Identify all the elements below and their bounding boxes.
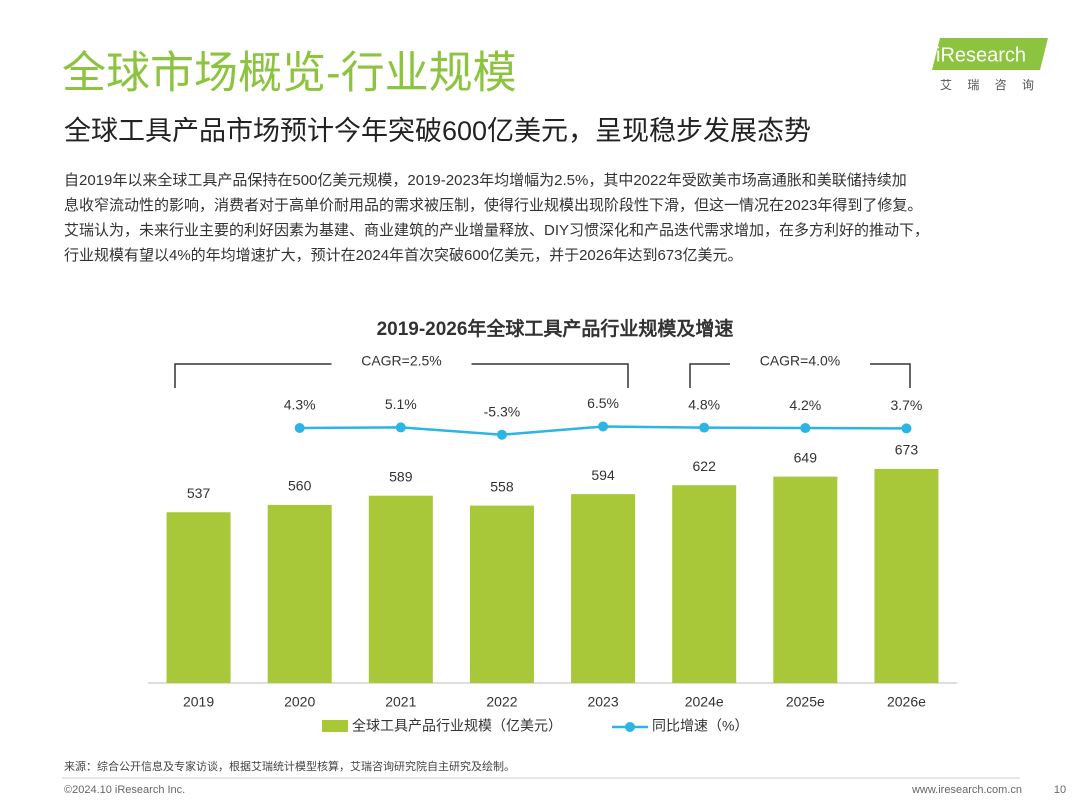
growth-point <box>395 422 406 433</box>
source: 来源：综合公开信息及专家访谈，根据艾瑞统计模型核算，艾瑞咨询研究院自主研究及绘制… <box>64 759 515 773</box>
bar <box>874 469 939 683</box>
cagr-label: CAGR=2.5% <box>361 353 442 369</box>
body-line: 自2019年以来全球工具产品保持在500亿美元规模，2019-2023年均增幅为… <box>64 171 907 189</box>
growth-label: 6.5% <box>587 395 619 411</box>
x-tick-label: 2026e <box>887 694 926 710</box>
bar-label: 673 <box>895 442 919 458</box>
growth-label: -5.3% <box>484 403 521 419</box>
growth-point <box>294 422 305 433</box>
legend-label: 同比增速（%） <box>652 718 748 734</box>
growth-label: 4.3% <box>284 397 316 413</box>
bar-label: 537 <box>187 485 211 501</box>
growth-point <box>800 423 811 434</box>
body-line: 艾瑞认为，未来行业主要的利好因素为基建、商业建筑的产业增量释放、DIY习惯深化和… <box>64 222 929 239</box>
x-tick-label: 2021 <box>385 694 416 710</box>
bar <box>368 495 433 683</box>
x-tick-label: 2020 <box>284 694 315 710</box>
legend-swatch <box>322 720 348 732</box>
cagr-bracket <box>689 363 911 388</box>
x-tick-label: 2024e <box>685 694 724 710</box>
bar <box>672 485 737 683</box>
x-tick-label: 2019 <box>183 694 214 710</box>
bar <box>571 494 636 683</box>
bar <box>267 504 332 683</box>
title: 全球市场概览-行业规模 <box>62 49 517 98</box>
x-tick-label: 2025e <box>786 694 825 710</box>
chart-title: 2019-2026年全球工具产品行业规模及增速 <box>377 317 734 340</box>
legend-label: 全球工具产品行业规模（亿美元） <box>352 718 562 734</box>
cagr-bracket <box>174 363 629 388</box>
cagr-label: CAGR=4.0% <box>760 353 841 369</box>
page-number: 10 <box>1054 784 1066 796</box>
growth-point <box>901 423 912 434</box>
growth-label: 4.8% <box>688 396 720 412</box>
bar-label: 589 <box>389 468 413 484</box>
body-line: 行业规模有望以4%的年均增速扩大，预计在2024年首次突破600亿美元，并于20… <box>64 247 742 264</box>
bar <box>469 505 534 683</box>
logo-cn: 艾 瑞 咨 询 <box>940 77 1040 92</box>
bar-label: 622 <box>693 458 717 474</box>
bar-label: 594 <box>591 467 615 483</box>
url: www.iresearch.com.cn <box>911 784 1022 796</box>
bar <box>773 476 838 683</box>
x-tick-label: 2022 <box>486 694 517 710</box>
growth-label: 5.1% <box>385 396 417 412</box>
copyright: ©2024.10 iResearch Inc. <box>64 784 185 796</box>
bar-label: 649 <box>794 449 818 465</box>
logo: iResearch <box>936 44 1026 66</box>
logo-shape <box>932 38 1048 70</box>
bar-label: 558 <box>490 478 514 494</box>
body-line: 息收窄流动性的影响，消费者对于高单价耐用品的需求被压制，使得行业规模出现阶段性下… <box>64 196 922 214</box>
growth-label: 3.7% <box>890 397 922 413</box>
growth-point <box>496 429 507 440</box>
subtitle: 全球工具产品市场预计今年突破600亿美元，呈现稳步发展态势 <box>64 116 811 146</box>
bar-label: 560 <box>288 478 312 494</box>
legend-dot <box>625 722 635 732</box>
bar <box>166 512 231 683</box>
growth-point <box>699 422 710 433</box>
growth-label: 4.2% <box>789 397 821 413</box>
growth-point <box>598 421 609 432</box>
x-tick-label: 2023 <box>587 694 618 710</box>
